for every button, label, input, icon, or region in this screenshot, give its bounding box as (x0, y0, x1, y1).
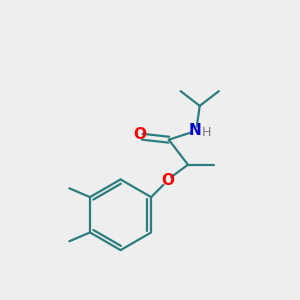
Text: N: N (189, 123, 202, 138)
Text: O: O (161, 173, 174, 188)
Text: O: O (134, 127, 146, 142)
Text: H: H (202, 126, 211, 139)
